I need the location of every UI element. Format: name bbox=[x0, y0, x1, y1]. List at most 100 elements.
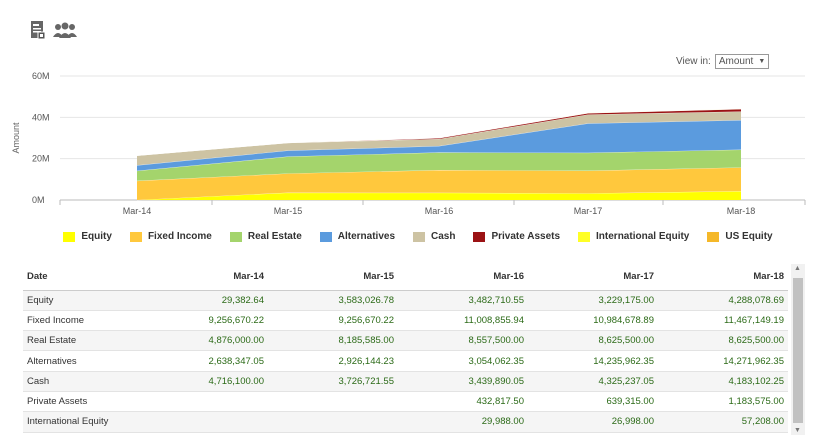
stacked-area-chart: 0M 20M 40M 60M Amount Mar-14 Mar-15 Mar-16 Mar-1… bbox=[11, 71, 806, 216]
x-tick-label: Mar-17 bbox=[574, 206, 603, 216]
row-label: Fixed Income bbox=[23, 310, 138, 332]
x-tick-label: Mar-14 bbox=[123, 206, 152, 216]
table-cell: 8,625,500.00 bbox=[528, 330, 658, 352]
table-cell: 9,256,670.22 bbox=[268, 310, 398, 332]
legend-label: US Equity bbox=[725, 231, 773, 242]
table-scrollbar[interactable]: ▲ ▼ bbox=[791, 264, 805, 435]
legend-item[interactable]: Fixed Income bbox=[129, 231, 212, 242]
table-header-cell: Mar-16 bbox=[398, 264, 528, 291]
table-cell bbox=[268, 391, 398, 413]
table-header-cell: Mar-15 bbox=[268, 264, 398, 291]
legend-label: Fixed Income bbox=[147, 231, 212, 242]
x-tick-label: Mar-15 bbox=[274, 206, 303, 216]
legend-item[interactable]: Private Assets bbox=[473, 231, 560, 242]
table-row: International Equity 29,988.00 26,998.00 57… bbox=[23, 411, 788, 433]
legend-swatch bbox=[578, 231, 591, 242]
toolbar bbox=[30, 20, 78, 44]
area-series-fixed-income bbox=[137, 167, 741, 200]
table-cell: 432,817.50 bbox=[398, 391, 528, 413]
data-table: Date Mar-14 Mar-15 Mar-16 Mar-17 Mar-18 Equit… bbox=[23, 264, 788, 433]
data-table-container: Date Mar-14 Mar-15 Mar-16 Mar-17 Mar-18 Equit… bbox=[23, 264, 805, 435]
legend-swatch bbox=[319, 231, 332, 242]
legend-swatch bbox=[229, 231, 242, 242]
legend-label: Equity bbox=[81, 231, 112, 242]
legend-label: Private Assets bbox=[491, 231, 561, 242]
table-cell: 57,208.00 bbox=[658, 411, 788, 433]
row-label: Equity bbox=[23, 290, 138, 311]
table-cell: 9,256,670.22 bbox=[138, 310, 268, 332]
view-in-control: View in: Amount ▼ bbox=[676, 54, 770, 69]
legend-swatch bbox=[413, 231, 426, 242]
row-label: International Equity bbox=[23, 411, 138, 433]
table-cell: 29,382.64 bbox=[138, 290, 268, 311]
x-tick-label: Mar-18 bbox=[727, 206, 756, 216]
view-in-select[interactable]: Amount ▼ bbox=[714, 54, 770, 69]
table-cell bbox=[268, 411, 398, 433]
legend-label: Alternatives bbox=[337, 231, 396, 242]
legend-swatch bbox=[63, 231, 76, 242]
legend-item[interactable]: Cash bbox=[413, 231, 455, 242]
table-cell: 3,726,721.55 bbox=[268, 371, 398, 392]
table-cell: 3,482,710.55 bbox=[398, 290, 528, 311]
legend-label: International Equity bbox=[596, 231, 690, 242]
chart-legend: Equity Fixed Income Real Estate Alternative… bbox=[0, 231, 836, 242]
y-tick-label: 0M bbox=[32, 195, 45, 205]
table-cell: 4,183,102.25 bbox=[658, 371, 788, 392]
y-axis-label: Amount bbox=[11, 122, 21, 154]
table-row: Equity 29,382.64 3,583,026.78 3,482,710.55 3… bbox=[23, 290, 788, 311]
table-cell: 3,583,026.78 bbox=[268, 290, 398, 311]
legend-label: Real Estate bbox=[247, 231, 302, 242]
report-icon[interactable] bbox=[30, 20, 46, 45]
table-cell: 14,235,962.35 bbox=[528, 350, 658, 372]
y-tick-label: 60M bbox=[32, 71, 50, 81]
table-row: Fixed Income 9,256,670.22 9,256,670.22 11,0… bbox=[23, 310, 788, 332]
legend-item[interactable]: International Equity bbox=[578, 231, 689, 242]
x-tick-label: Mar-16 bbox=[425, 206, 454, 216]
table-cell: 4,325,237.05 bbox=[528, 371, 658, 392]
table-cell: 11,008,855.94 bbox=[398, 310, 528, 332]
legend-swatch bbox=[129, 231, 142, 242]
table-row: Alternatives 2,638,347.05 2,926,144.23 3,05… bbox=[23, 350, 788, 372]
table-cell: 10,984,678.89 bbox=[528, 310, 658, 332]
table-header-row: Date Mar-14 Mar-15 Mar-16 Mar-17 Mar-18 bbox=[23, 264, 788, 291]
area-series-cash bbox=[137, 111, 741, 166]
table-row: Private Assets 432,817.50 639,315.00 1,183,… bbox=[23, 391, 788, 413]
row-label: Alternatives bbox=[23, 350, 138, 372]
table-cell: 8,625,500.00 bbox=[658, 330, 788, 352]
table-cell: 8,185,585.00 bbox=[268, 330, 398, 352]
legend-item[interactable]: Real Estate bbox=[229, 231, 302, 242]
area-series-alternatives bbox=[137, 120, 741, 171]
table-cell: 3,054,062.35 bbox=[398, 350, 528, 372]
table-cell: 29,988.00 bbox=[398, 411, 528, 433]
scroll-up-icon[interactable]: ▲ bbox=[794, 265, 801, 272]
table-header-cell: Mar-14 bbox=[138, 264, 268, 291]
table-cell bbox=[138, 411, 268, 433]
view-in-value: Amount bbox=[718, 56, 754, 67]
area-series-real-estate bbox=[137, 149, 741, 181]
table-cell: 2,926,144.23 bbox=[268, 350, 398, 372]
series-boundary-line bbox=[136, 108, 742, 156]
scroll-down-icon[interactable]: ▼ bbox=[794, 427, 801, 434]
table-cell: 14,271,962.35 bbox=[658, 350, 788, 372]
y-tick-label: 20M bbox=[32, 154, 50, 164]
chevron-down-icon: ▼ bbox=[758, 58, 766, 65]
legend-item[interactable]: Equity bbox=[63, 231, 112, 242]
table-cell: 26,998.00 bbox=[528, 411, 658, 433]
table-row: Real Estate 4,876,000.00 8,185,585.00 8,557… bbox=[23, 330, 788, 352]
table-row: Cash 4,716,100.00 3,726,721.55 3,439,890.05… bbox=[23, 371, 788, 392]
table-cell: 4,288,078.69 bbox=[658, 290, 788, 311]
legend-item[interactable]: Alternatives bbox=[319, 231, 396, 242]
table-cell bbox=[138, 391, 268, 413]
legend-item[interactable]: US Equity bbox=[707, 231, 773, 242]
row-label: Private Assets bbox=[23, 391, 138, 413]
table-header-cell: Mar-18 bbox=[658, 264, 788, 291]
row-label: Cash bbox=[23, 371, 138, 392]
scrollbar-thumb[interactable] bbox=[793, 278, 803, 423]
table-cell: 4,716,100.00 bbox=[138, 371, 268, 392]
legend-swatch bbox=[473, 231, 486, 242]
table-header-cell: Mar-17 bbox=[528, 264, 658, 291]
table-cell: 639,315.00 bbox=[528, 391, 658, 413]
legend-swatch bbox=[707, 231, 720, 242]
users-icon[interactable] bbox=[52, 21, 78, 44]
y-tick-label: 40M bbox=[32, 112, 50, 122]
